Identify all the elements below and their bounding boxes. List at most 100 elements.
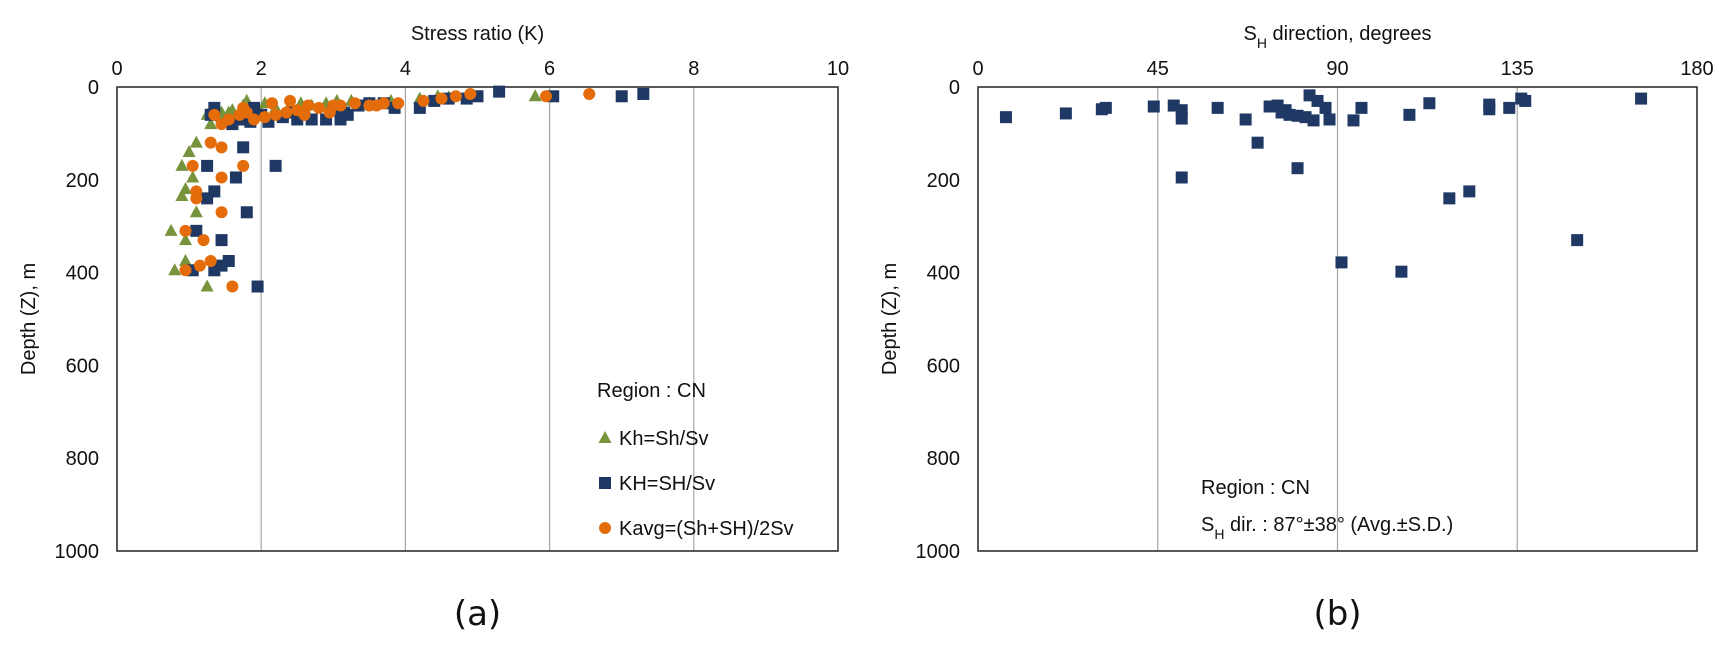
annotation-direction-subscript: H [1214,526,1224,542]
annotation-direction-main: S [1201,514,1214,536]
data-point [179,224,192,237]
data-point [189,205,203,218]
data-point [237,101,250,114]
y-tick-label: 1000 [55,541,100,563]
data-point [237,159,250,172]
data-point [175,189,189,202]
data-point [251,280,264,293]
data-point [178,233,192,246]
data-point [1319,101,1332,114]
y-tick-label: 400 [927,263,960,285]
x-tick-label: 6 [544,58,555,80]
y-tick-label: 800 [66,448,99,470]
data-point [269,159,282,172]
data-point [229,171,242,184]
data-point [284,94,297,107]
data-point [1175,171,1188,184]
x-axis-title-main: S [1243,23,1256,45]
data-point [1099,101,1112,114]
data-point [302,99,315,112]
panel-label-b: (b) [1313,594,1361,634]
legend-label: KH=SH/Sv [619,473,715,495]
annotation-direction: SH dir. : 87°±38° (Avg.±S.D.) [1201,514,1453,542]
legend-marker [599,477,611,489]
y-tick-label: 600 [927,355,960,377]
data-point [178,254,192,266]
data-point [204,136,217,149]
x-tick-label: 2 [256,58,267,80]
legend: Region : CN Kh=Sh/Sv KH=SH/Sv Kavg=(Sh+SH)… [597,380,794,540]
chart-panel-a: 0 2 4 6 8 10 0 200 400 600 800 1000 Stress ratio (… [18,23,849,634]
data-point [999,111,1012,124]
data-point [298,108,311,121]
plot-area-frame [977,86,1698,552]
annotation: Region : CN SH dir. : 87°±38° (Avg.±S.D.… [1201,477,1453,542]
data-point [208,108,221,121]
x-axis-title-subscript: H [1257,35,1267,51]
y-axis-title: Depth (Z), m [18,263,40,375]
annotation-direction-rest: dir. : 87°±38° (Avg.±S.D.) [1224,514,1453,536]
series-circle [179,87,596,293]
legend-marker [599,522,611,534]
data-point [280,106,293,119]
legend-title: Region : CN [597,380,706,402]
x-tick-label: 0 [111,58,122,80]
data-point [1443,192,1456,205]
x-axis-title-rest: direction, degrees [1267,23,1432,45]
x-axis-title: SH direction, degrees [1243,23,1431,51]
y-tick-labels: 0 200 400 600 800 1000 [55,77,100,563]
y-tick-label: 800 [927,448,960,470]
data-point [464,87,477,100]
data-point [1323,113,1336,126]
data-point [435,92,448,105]
data-point [348,97,361,110]
x-tick-label: 45 [1147,58,1169,80]
data-point [1423,97,1436,110]
series-square [999,89,1648,278]
data-point [1355,101,1368,114]
y-tick-label: 0 [88,77,99,99]
data-points [999,89,1648,278]
data-point [370,99,383,112]
data-point [1239,113,1252,126]
x-tick-label: 135 [1501,58,1534,80]
y-tick-labels: 0 200 400 600 800 1000 [916,77,961,563]
data-point [1291,162,1304,175]
data-point [1335,256,1348,269]
data-point [1307,114,1320,127]
data-point [327,99,340,112]
legend-label: Kh=Sh/Sv [619,428,709,450]
data-point [240,206,253,219]
x-axis-title: Stress ratio (K) [411,23,544,45]
data-point [164,223,178,236]
data-point [266,97,279,110]
x-tick-label: 0 [972,58,983,80]
data-point [392,97,405,110]
data-point [247,113,260,126]
data-point [539,90,552,103]
data-point [179,264,192,277]
data-point [226,280,239,293]
y-tick-label: 600 [66,355,99,377]
data-point [493,85,506,98]
data-point [1571,234,1584,247]
data-point [417,94,430,107]
data-point [1395,265,1408,278]
panel-label-a: (a) [454,594,501,634]
legend-items: Kh=Sh/Sv KH=SH/Sv Kavg=(Sh+SH)/2Sv [598,428,794,540]
data-point [186,159,199,172]
data-point [182,144,196,157]
data-point [258,111,271,124]
x-tick-labels: 0 2 4 6 8 10 [111,58,849,80]
data-point [215,206,228,219]
data-point [190,224,203,237]
data-points [164,85,650,293]
y-tick-label: 200 [927,170,960,192]
data-point [237,141,250,154]
data-point [583,87,596,100]
data-point [215,234,228,247]
legend-marker [598,431,612,443]
data-point [186,170,200,183]
data-point [222,113,235,126]
x-tick-label: 90 [1326,58,1348,80]
